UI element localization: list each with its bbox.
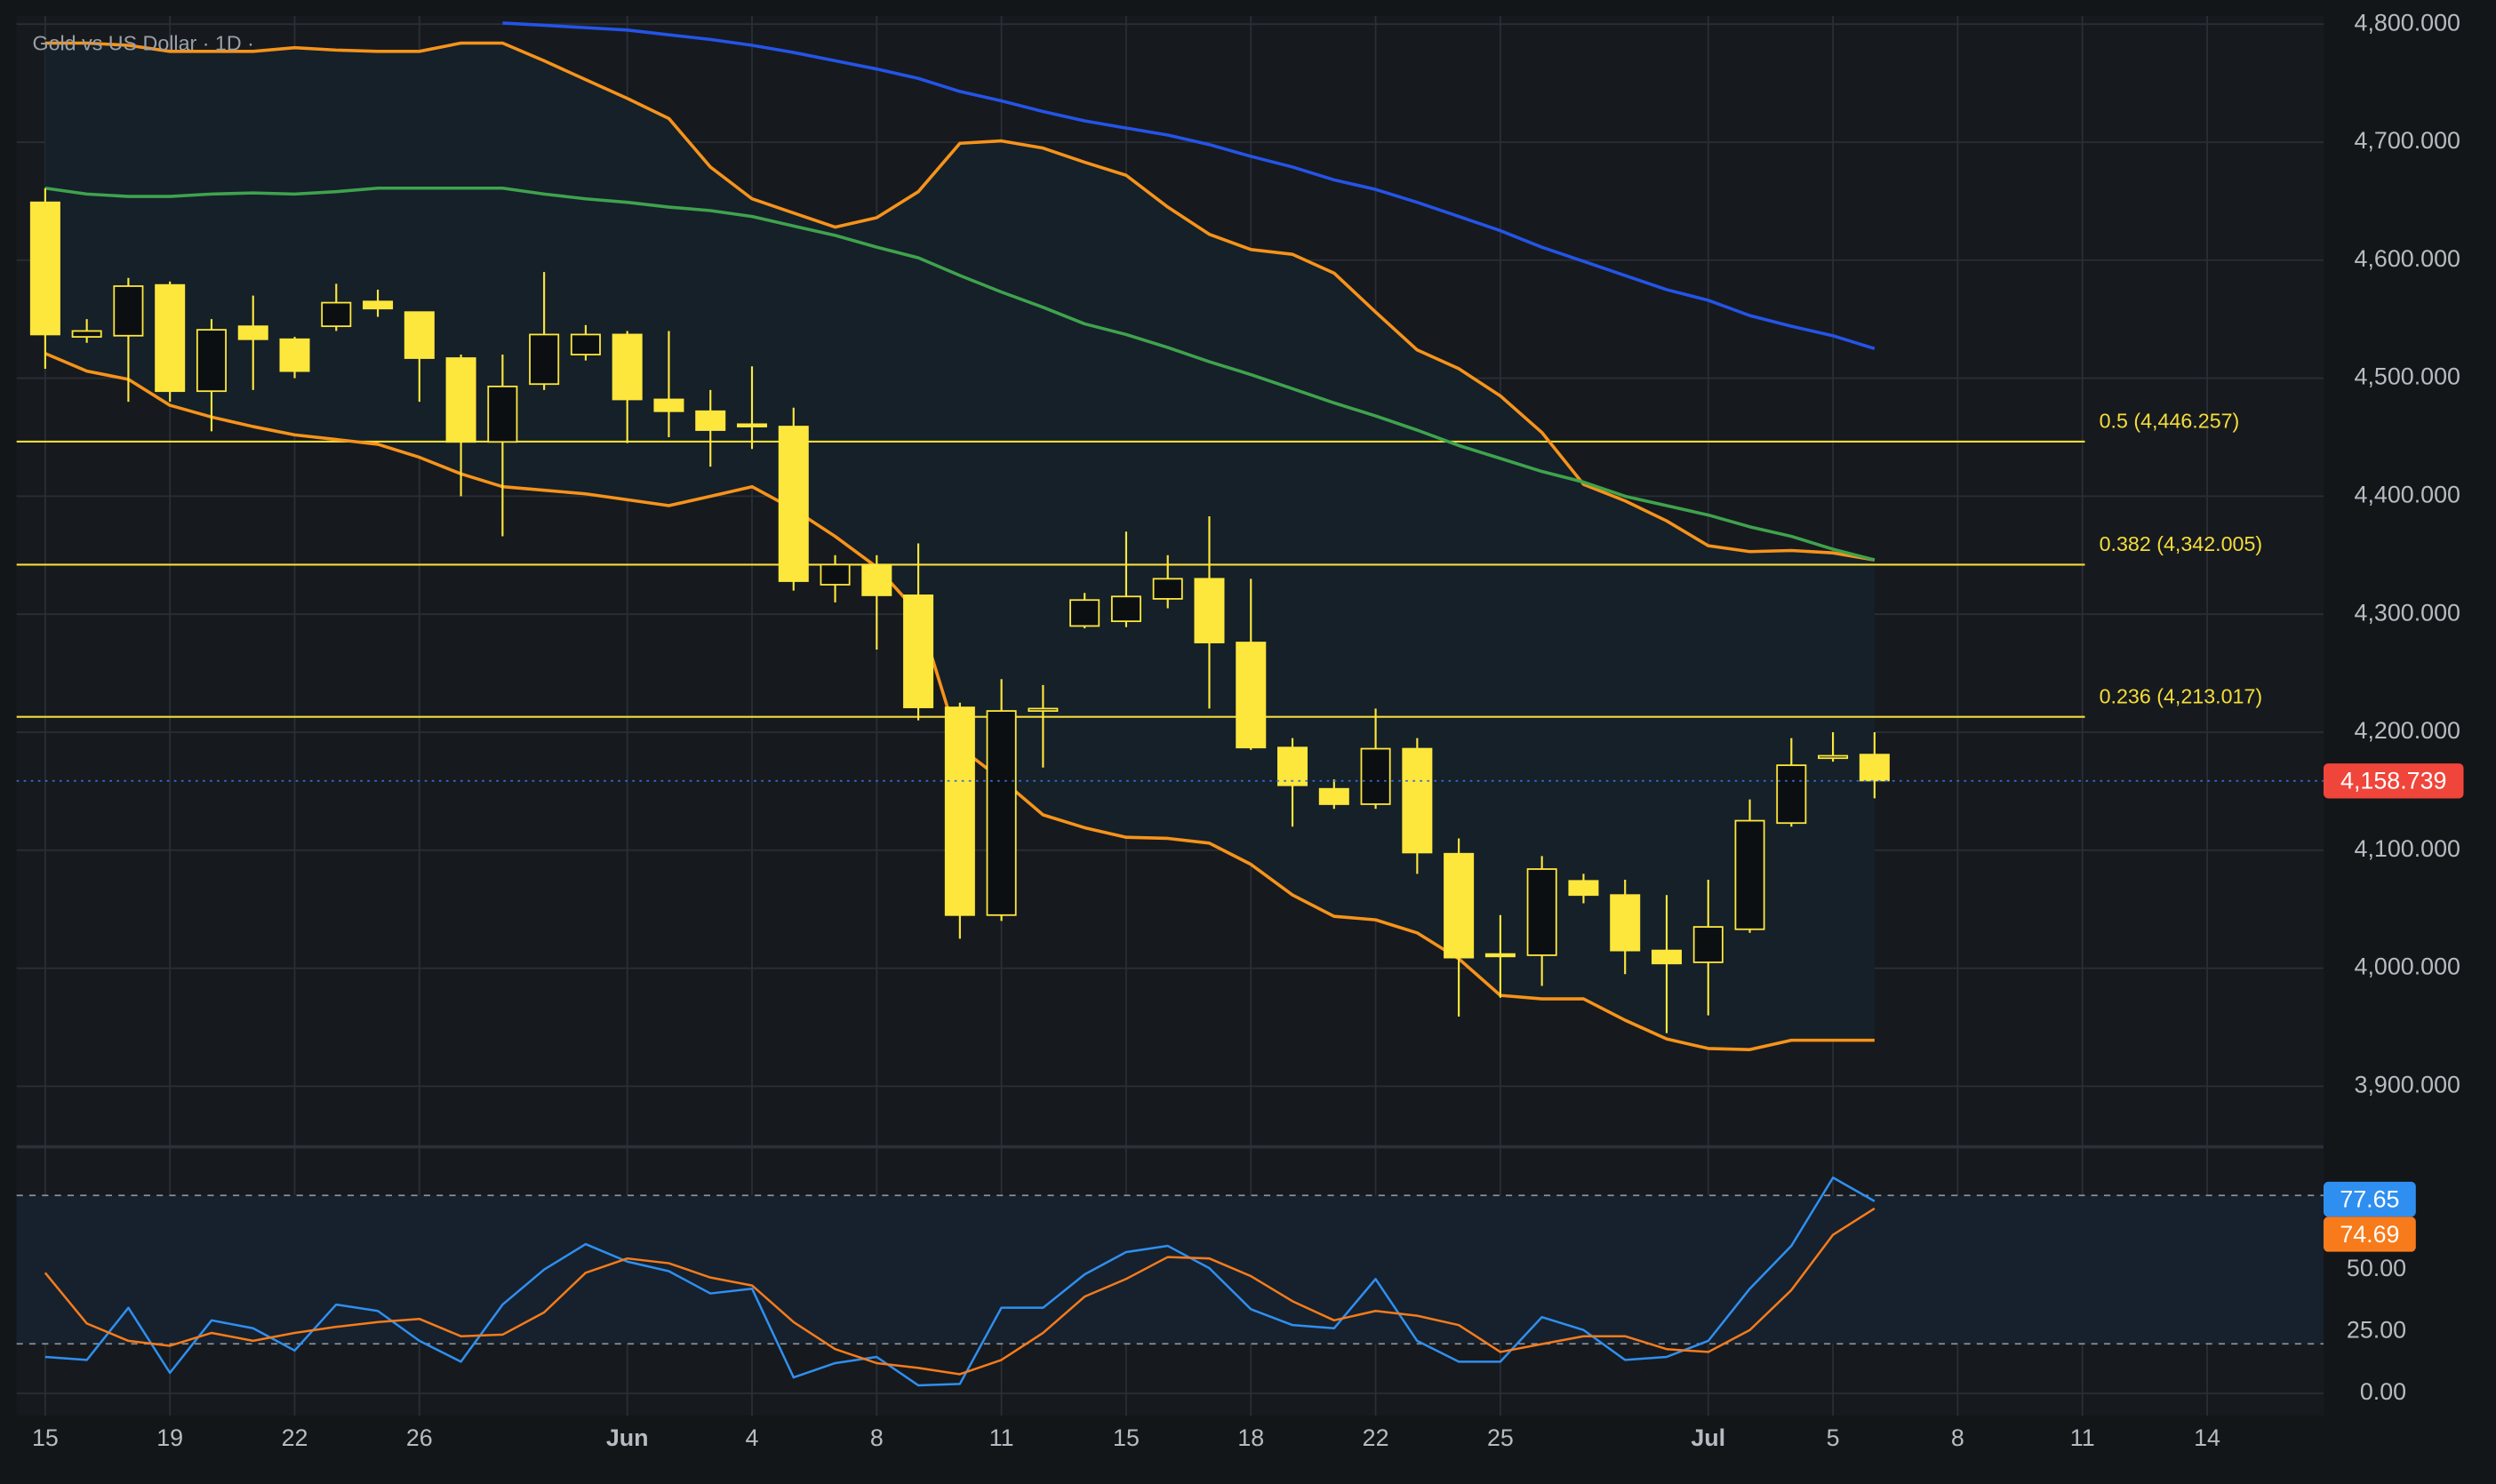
candle-body bbox=[1236, 642, 1267, 749]
y-tick-label: 4,200.000 bbox=[2355, 717, 2460, 744]
candle-body bbox=[196, 329, 227, 393]
candle-body bbox=[279, 338, 310, 372]
candle-body bbox=[487, 385, 518, 443]
last-price-label: 4,158.739 bbox=[2340, 768, 2446, 794]
candle-body bbox=[944, 706, 975, 916]
y-tick-label: 4,100.000 bbox=[2355, 835, 2460, 862]
candle-body bbox=[1028, 707, 1059, 712]
y-tick-label: 4,700.000 bbox=[2355, 127, 2460, 154]
y-tick-label: 50.00 bbox=[2347, 1255, 2406, 1281]
y-tick-label: 4,500.000 bbox=[2355, 363, 2460, 390]
x-tick-label: 19 bbox=[156, 1424, 183, 1451]
candle-body bbox=[29, 201, 60, 336]
candle-body bbox=[1692, 926, 1724, 963]
candle-body bbox=[861, 563, 892, 596]
y-tick-label: 4,600.000 bbox=[2355, 245, 2460, 272]
candle-body bbox=[612, 333, 643, 401]
fib-label: 0.236 (4,213.017) bbox=[2100, 684, 2263, 707]
candle-body bbox=[1360, 747, 1391, 805]
indicator-line bbox=[44, 186, 1876, 562]
indicator-line bbox=[502, 21, 1876, 351]
price-panel bbox=[16, 21, 2324, 1051]
x-tick-label: 22 bbox=[282, 1424, 308, 1451]
candle-body bbox=[155, 283, 186, 393]
candle-body bbox=[778, 426, 809, 582]
oscillator-line bbox=[44, 1207, 1876, 1376]
candle-body bbox=[1610, 894, 1641, 952]
x-tick-label: 8 bbox=[1951, 1424, 1964, 1451]
candle-body bbox=[71, 330, 102, 338]
y-tick-label: 4,400.000 bbox=[2355, 481, 2460, 507]
y-tick-label: 4,300.000 bbox=[2355, 599, 2460, 626]
x-tick-label: 11 bbox=[2070, 1424, 2095, 1451]
candle-body bbox=[986, 710, 1017, 916]
y-tick-label: 4,000.000 bbox=[2355, 953, 2460, 980]
candle-body bbox=[237, 325, 268, 340]
value-tag bbox=[2323, 1217, 2416, 1252]
candle-body bbox=[736, 423, 768, 427]
fib-label: 0.382 (4,342.005) bbox=[2100, 532, 2263, 555]
x-tick-label: 25 bbox=[1487, 1424, 1514, 1451]
candle-body bbox=[1402, 747, 1433, 854]
fib-label: 0.5 (4,446.257) bbox=[2100, 410, 2240, 433]
value-tag-label: 77.65 bbox=[2340, 1185, 2399, 1212]
x-tick-label: 15 bbox=[1113, 1424, 1140, 1451]
candle-body bbox=[1776, 764, 1807, 825]
candle-body bbox=[1110, 595, 1141, 623]
candle-body bbox=[1069, 599, 1100, 627]
candle-body bbox=[1152, 578, 1183, 600]
x-tick-label: 14 bbox=[2194, 1424, 2220, 1451]
candle-body bbox=[903, 594, 934, 708]
candle-body bbox=[1526, 868, 1557, 956]
y-tick-label: 4,800.000 bbox=[2355, 9, 2460, 36]
oscillator-band bbox=[16, 1195, 2324, 1344]
candle-body bbox=[1818, 754, 1849, 760]
candle-body bbox=[1568, 880, 1599, 897]
oscillator-line bbox=[44, 1177, 1876, 1387]
candle-body bbox=[695, 410, 726, 431]
candle-body bbox=[1444, 852, 1475, 959]
x-tick-label: Jun bbox=[606, 1424, 649, 1451]
labels: 3,900.000 4,000.000 4,100.000 4,200.000 4,30… bbox=[32, 9, 2464, 1451]
candle-body bbox=[1651, 949, 1682, 965]
x-tick-label: 5 bbox=[1827, 1424, 1840, 1451]
value-tag bbox=[2323, 1181, 2416, 1217]
x-tick-label: 4 bbox=[746, 1424, 759, 1451]
candle-body bbox=[570, 333, 601, 355]
oscillator-panel bbox=[16, 1177, 2324, 1387]
chart-title: Gold vs US Dollar · 1D · bbox=[32, 31, 253, 54]
x-tick-label: 15 bbox=[32, 1424, 59, 1451]
candle-body bbox=[363, 300, 394, 310]
indicator-line bbox=[44, 41, 1876, 562]
candle-body bbox=[113, 285, 144, 337]
candle-body bbox=[529, 333, 560, 386]
candle-body bbox=[321, 301, 352, 328]
candle-body bbox=[404, 311, 435, 359]
candle-body bbox=[1318, 787, 1349, 805]
y-tick-label: 0.00 bbox=[2360, 1378, 2406, 1405]
last-price-tag bbox=[2323, 763, 2464, 799]
candle-body bbox=[653, 398, 684, 412]
x-tick-label: Jul bbox=[1691, 1424, 1725, 1451]
candle-body bbox=[1734, 819, 1765, 930]
x-tick-label: 26 bbox=[406, 1424, 433, 1451]
x-tick-label: 8 bbox=[870, 1424, 884, 1451]
x-tick-label: 22 bbox=[1363, 1424, 1389, 1451]
candle-body bbox=[1484, 953, 1516, 958]
candle-body bbox=[445, 357, 476, 443]
candle-body bbox=[1277, 746, 1308, 786]
candle-body bbox=[1859, 754, 1890, 782]
x-tick-label: 18 bbox=[1237, 1424, 1264, 1451]
candle-body bbox=[1194, 578, 1225, 643]
x-tick-label: 11 bbox=[989, 1424, 1014, 1451]
candle-body bbox=[820, 563, 851, 586]
value-tag-label: 74.69 bbox=[2340, 1221, 2399, 1248]
y-tick-label: 25.00 bbox=[2347, 1316, 2406, 1343]
y-tick-label: 3,900.000 bbox=[2355, 1071, 2460, 1097]
